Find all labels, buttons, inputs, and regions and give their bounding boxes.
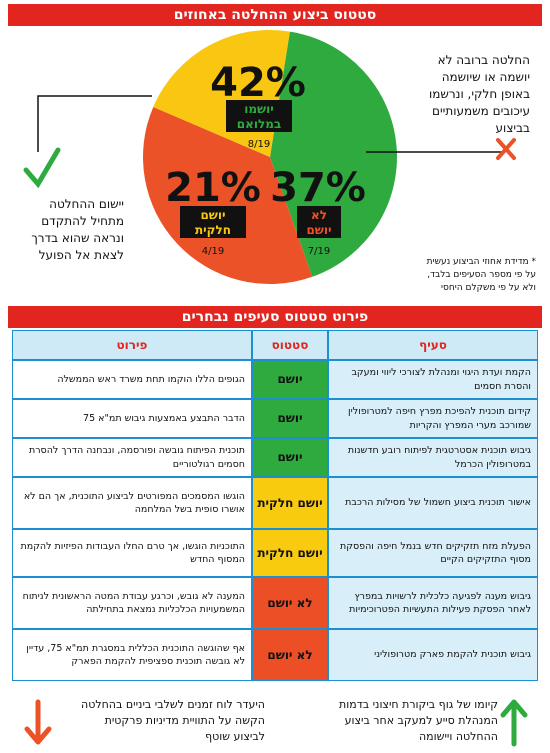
left-note: יישום ההחלטה מתחיל להתקדם ונראה שהוא בדר… <box>6 196 124 264</box>
yellow-label-box <box>180 206 246 238</box>
detail-cell: הדבר התבצע באמצעות גיבוש תמ"א 75 <box>12 399 252 438</box>
table-header-row: סעיף סטטוס פירוט <box>12 330 538 360</box>
right-note-line: בביצוע <box>495 121 530 135</box>
green-fraction: 8/19 <box>248 139 270 150</box>
right-note-line: עיכובים משמעותיים <box>431 104 530 118</box>
header-clause: סעיף <box>328 330 538 360</box>
left-note-line: יישום ההחלטה <box>49 197 124 211</box>
detail-cell: הוגשו המסמכים המפורטים לביצוע התוכנית, א… <box>12 477 252 529</box>
header-detail: פירוט <box>12 330 252 360</box>
footnote-line: * מדידת אחוזי הביצוע נעשית <box>426 257 536 267</box>
status-cell: לא יושם <box>252 577 328 629</box>
clause-cell: גיבוש תוכנית להקמת פארק מטרופוליני <box>328 629 538 681</box>
right-note-line: החלטה ברובה לא <box>437 53 530 67</box>
pie-slice <box>142 106 313 285</box>
detail-cell: הגופים הללו הוקמו תחת משרד ראש הממשלה <box>12 360 252 399</box>
status-table: סעיף סטטוס פירוט הקמת ועדת היגוי ומנהלת … <box>12 330 538 681</box>
left-note-line: לצאת אל הפועל <box>38 248 124 262</box>
yellow-label-line1: יושם <box>200 208 225 222</box>
table-row: אישור תוכנית ביצוע חשמול של מסילות הרכבת… <box>12 477 538 529</box>
red-fraction: 7/19 <box>308 246 330 257</box>
bottom-left-line: היעדר לוח זמנים לשלבי ביניים בהחלטה <box>81 698 265 711</box>
clause-cell: גיבוש מענה לפגיעה כלכלית לרשויות במפרץ ל… <box>328 577 538 629</box>
red-percent: 37% <box>270 165 366 211</box>
status-cell: יושם <box>252 438 328 477</box>
table-row: הפעלת מזח תזקיקים חדש בנמל חיפה והפסקת מ… <box>12 529 538 577</box>
bottom-right-note: קיומו של גוף ביקורת חיצוני בדמות המנהלת … <box>290 697 498 745</box>
detail-cell: התוכניות הוגשו, אך טרם החלו העבודות הפיז… <box>12 529 252 577</box>
right-note: החלטה ברובה לא יושמה או שיושמה באופן חלק… <box>410 52 530 137</box>
clause-cell: הפעלת מזח תזקיקים חדש בנמל חיפה והפסקת מ… <box>328 529 538 577</box>
chart-title: סטטוס ביצוע ההחלטה באחוזים <box>8 4 542 26</box>
bottom-arrows <box>24 699 528 747</box>
green-label-line1: יושמו <box>244 102 274 116</box>
detail-cell: המענה לא גובש, וכרגע עבודת המטה הראשונית… <box>12 577 252 629</box>
table-row: הקמת ועדת היגוי ומנהלת לצורכי ליווי ומעק… <box>12 360 538 399</box>
x-icon <box>496 138 516 160</box>
status-cell: יושם <box>252 360 328 399</box>
clause-cell: אישור תוכנית ביצוע חשמול של מסילות הרכבת <box>328 477 538 529</box>
clause-cell: הקמת ועדת היגוי ומנהלת לצורכי ליווי ומעק… <box>328 360 538 399</box>
clause-cell: גיבוש תוכנית אסטרטגית לפיתוח רובע חדשנות… <box>328 438 538 477</box>
detail-cell: אף שהוגשה התוכנית הכללית במסגרת תמ"א 75,… <box>12 629 252 681</box>
table-title: פירוט סטטוס סעיפים נבחרים <box>8 306 542 328</box>
check-icon <box>23 147 61 189</box>
yellow-fraction: 4/19 <box>202 246 224 257</box>
green-percent: 42% <box>210 60 306 106</box>
table-row: גיבוש תוכנית להקמת פארק מטרופוליני לא יו… <box>12 629 538 681</box>
red-label-line1: לא <box>311 208 327 222</box>
clause-cell: קידום תוכנית להפיכת מפרץ חיפה למטרופולין… <box>328 399 538 438</box>
footnote: * מדידת אחוזי הביצוע נעשית על פי מספר הס… <box>386 256 536 295</box>
green-label-line2: במלואם <box>237 117 281 131</box>
left-connector-line <box>37 95 152 152</box>
status-cell: יושם חלקית <box>252 529 328 577</box>
status-cell: יושם חלקית <box>252 477 328 529</box>
red-label-line2: יושם <box>306 223 331 237</box>
table-row: גיבוש מענה לפגיעה כלכלית לרשויות במפרץ ל… <box>12 577 538 629</box>
bottom-left-line: הקשה על התוויית מדיניות פרקטית <box>104 714 265 727</box>
bottom-right-line: המנהלת סייע למעקב אחר ביצוע <box>344 714 498 727</box>
status-cell: לא יושם <box>252 629 328 681</box>
table-row: גיבוש תוכנית אסטרטגית לפיתוח רובע חדשנות… <box>12 438 538 477</box>
red-label-box <box>297 206 341 238</box>
status-cell: יושם <box>252 399 328 438</box>
table-row: קידום תוכנית להפיכת מפרץ חיפה למטרופולין… <box>12 399 538 438</box>
footnote-line: ולא על פי משקלם היחסי <box>441 283 536 293</box>
left-note-line: מתחיל להתקדם <box>41 214 124 228</box>
footnote-line: על פי מספר הסעיפים בלבד, <box>427 270 536 280</box>
bottom-right-line: ההחלטה ויישומה <box>419 730 498 743</box>
right-note-line: יושמה או שיושמה <box>441 70 530 84</box>
green-label-box <box>226 100 292 132</box>
yellow-label-line2: חלקית <box>195 223 231 237</box>
left-note-line: ונראה שהוא בדרך <box>31 231 124 245</box>
yellow-percent: 21% <box>165 165 261 211</box>
detail-cell: תוכנית הפיתוח גובשה ופורסמה, ונבחנה הדרך… <box>12 438 252 477</box>
bottom-right-line: קיומו של גוף ביקורת חיצוני בדמות <box>339 698 498 711</box>
arrow-up-icon-head <box>500 699 528 718</box>
right-note-line: באופן חלקי, ונרשמו <box>428 87 530 101</box>
bottom-left-note: היעדר לוח זמנים לשלבי ביניים בהחלטה הקשה… <box>55 697 265 745</box>
arrow-down-icon-head <box>24 726 52 745</box>
bottom-left-line: לביצוע שוטף <box>205 730 265 743</box>
pie-chart: 42% יושמו במלואם 8/19 37% לא יושם 7/19 2… <box>23 30 516 285</box>
header-status: סטטוס <box>252 330 328 360</box>
